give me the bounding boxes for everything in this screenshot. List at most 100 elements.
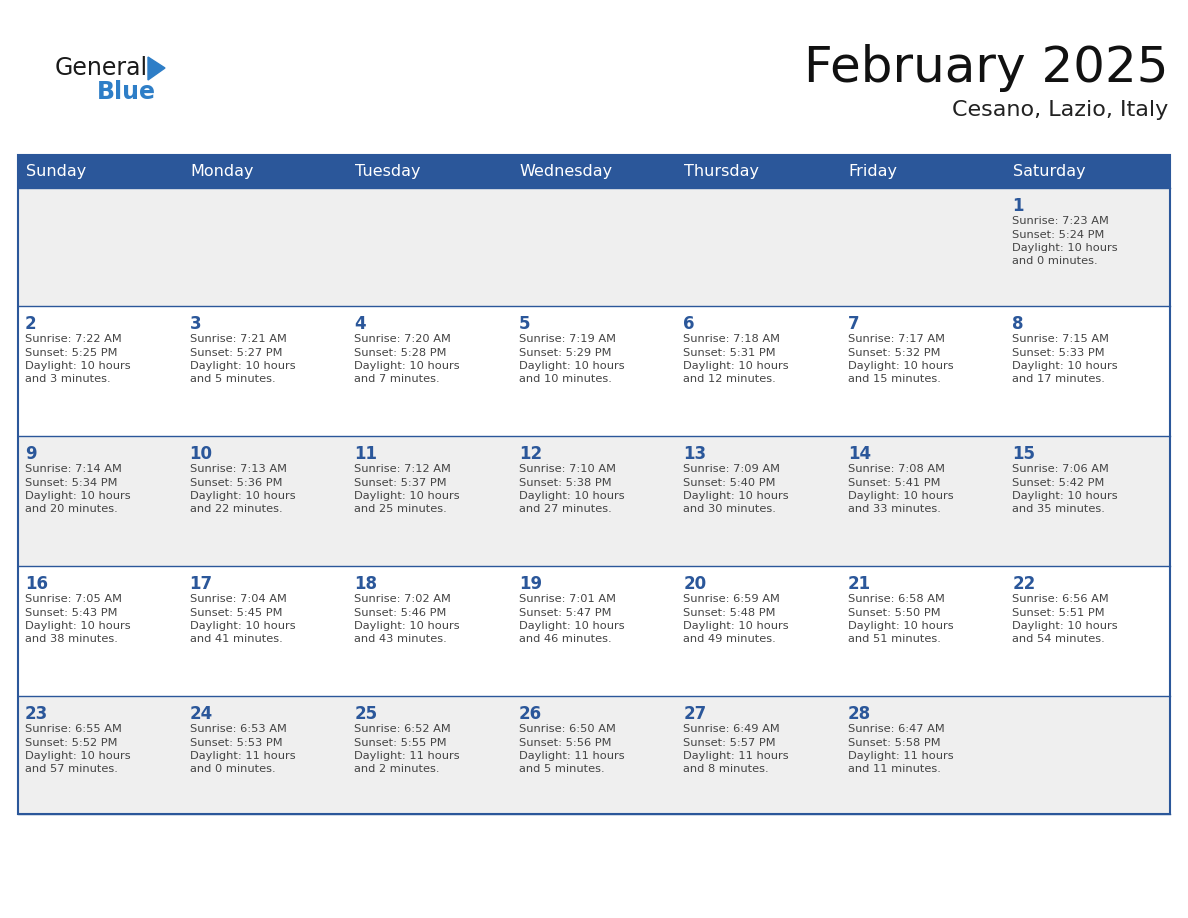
Text: Sunset: 5:56 PM: Sunset: 5:56 PM xyxy=(519,737,611,747)
Bar xyxy=(18,188,1170,306)
Text: Daylight: 10 hours: Daylight: 10 hours xyxy=(354,621,460,631)
Bar xyxy=(18,436,1170,566)
Text: Blue: Blue xyxy=(97,80,156,104)
Text: 6: 6 xyxy=(683,315,695,333)
Text: Daylight: 11 hours: Daylight: 11 hours xyxy=(354,751,460,761)
Text: Sunrise: 7:21 AM: Sunrise: 7:21 AM xyxy=(190,334,286,344)
Text: Sunset: 5:47 PM: Sunset: 5:47 PM xyxy=(519,608,611,618)
Text: and 49 minutes.: and 49 minutes. xyxy=(683,634,776,644)
Text: and 10 minutes.: and 10 minutes. xyxy=(519,375,612,385)
Bar xyxy=(18,155,1170,814)
Text: 1: 1 xyxy=(1012,197,1024,215)
Text: and 3 minutes.: and 3 minutes. xyxy=(25,375,110,385)
Text: Daylight: 10 hours: Daylight: 10 hours xyxy=(519,621,625,631)
Text: Sunrise: 7:04 AM: Sunrise: 7:04 AM xyxy=(190,594,286,604)
Text: 28: 28 xyxy=(848,705,871,723)
Text: Sunset: 5:40 PM: Sunset: 5:40 PM xyxy=(683,477,776,487)
Polygon shape xyxy=(148,57,165,80)
Text: 9: 9 xyxy=(25,445,37,463)
Text: Sunset: 5:34 PM: Sunset: 5:34 PM xyxy=(25,477,118,487)
Text: 5: 5 xyxy=(519,315,530,333)
Text: Sunrise: 7:18 AM: Sunrise: 7:18 AM xyxy=(683,334,781,344)
Text: Daylight: 10 hours: Daylight: 10 hours xyxy=(683,621,789,631)
Text: Sunrise: 7:23 AM: Sunrise: 7:23 AM xyxy=(1012,216,1110,226)
Text: Sunrise: 7:10 AM: Sunrise: 7:10 AM xyxy=(519,464,615,474)
Text: and 22 minutes.: and 22 minutes. xyxy=(190,505,283,514)
Text: 19: 19 xyxy=(519,575,542,593)
Text: Daylight: 10 hours: Daylight: 10 hours xyxy=(25,491,131,501)
Text: and 51 minutes.: and 51 minutes. xyxy=(848,634,941,644)
Text: Sunrise: 6:50 AM: Sunrise: 6:50 AM xyxy=(519,724,615,734)
Text: Sunrise: 6:58 AM: Sunrise: 6:58 AM xyxy=(848,594,944,604)
Text: and 20 minutes.: and 20 minutes. xyxy=(25,505,118,514)
Text: Sunset: 5:48 PM: Sunset: 5:48 PM xyxy=(683,608,776,618)
Text: Sunset: 5:27 PM: Sunset: 5:27 PM xyxy=(190,348,282,357)
Text: Thursday: Thursday xyxy=(684,164,759,179)
Text: 11: 11 xyxy=(354,445,377,463)
Text: Sunset: 5:28 PM: Sunset: 5:28 PM xyxy=(354,348,447,357)
Text: Daylight: 10 hours: Daylight: 10 hours xyxy=(519,361,625,371)
Text: 14: 14 xyxy=(848,445,871,463)
Text: and 43 minutes.: and 43 minutes. xyxy=(354,634,447,644)
Text: Sunrise: 6:56 AM: Sunrise: 6:56 AM xyxy=(1012,594,1110,604)
Text: Sunrise: 7:19 AM: Sunrise: 7:19 AM xyxy=(519,334,615,344)
Text: 21: 21 xyxy=(848,575,871,593)
Text: and 38 minutes.: and 38 minutes. xyxy=(25,634,118,644)
Text: Sunset: 5:45 PM: Sunset: 5:45 PM xyxy=(190,608,282,618)
Text: Friday: Friday xyxy=(849,164,898,179)
Text: 23: 23 xyxy=(25,705,49,723)
Text: and 54 minutes.: and 54 minutes. xyxy=(1012,634,1105,644)
Text: Sunset: 5:51 PM: Sunset: 5:51 PM xyxy=(1012,608,1105,618)
Text: Sunrise: 7:06 AM: Sunrise: 7:06 AM xyxy=(1012,464,1110,474)
Text: 12: 12 xyxy=(519,445,542,463)
Text: Daylight: 11 hours: Daylight: 11 hours xyxy=(848,751,954,761)
Text: and 5 minutes.: and 5 minutes. xyxy=(519,765,605,775)
Text: and 17 minutes.: and 17 minutes. xyxy=(1012,375,1105,385)
Text: Daylight: 10 hours: Daylight: 10 hours xyxy=(354,491,460,501)
Text: Sunrise: 7:14 AM: Sunrise: 7:14 AM xyxy=(25,464,122,474)
Text: Cesano, Lazio, Italy: Cesano, Lazio, Italy xyxy=(952,100,1168,120)
Text: Daylight: 10 hours: Daylight: 10 hours xyxy=(190,361,295,371)
Text: Daylight: 10 hours: Daylight: 10 hours xyxy=(1012,621,1118,631)
Text: Sunset: 5:43 PM: Sunset: 5:43 PM xyxy=(25,608,118,618)
Text: Sunset: 5:37 PM: Sunset: 5:37 PM xyxy=(354,477,447,487)
Text: General: General xyxy=(55,56,148,80)
Text: 10: 10 xyxy=(190,445,213,463)
Text: and 46 minutes.: and 46 minutes. xyxy=(519,634,612,644)
Text: Sunday: Sunday xyxy=(26,164,87,179)
Text: and 7 minutes.: and 7 minutes. xyxy=(354,375,440,385)
Text: Sunrise: 7:01 AM: Sunrise: 7:01 AM xyxy=(519,594,615,604)
Text: Sunrise: 7:08 AM: Sunrise: 7:08 AM xyxy=(848,464,944,474)
Text: 3: 3 xyxy=(190,315,201,333)
Bar xyxy=(18,696,1170,814)
Text: Sunset: 5:32 PM: Sunset: 5:32 PM xyxy=(848,348,941,357)
Text: Sunset: 5:55 PM: Sunset: 5:55 PM xyxy=(354,737,447,747)
Text: 13: 13 xyxy=(683,445,707,463)
Text: Daylight: 10 hours: Daylight: 10 hours xyxy=(1012,491,1118,501)
Text: Daylight: 10 hours: Daylight: 10 hours xyxy=(1012,243,1118,253)
Text: Sunrise: 7:12 AM: Sunrise: 7:12 AM xyxy=(354,464,451,474)
Text: Daylight: 10 hours: Daylight: 10 hours xyxy=(25,361,131,371)
Text: 8: 8 xyxy=(1012,315,1024,333)
Text: and 8 minutes.: and 8 minutes. xyxy=(683,765,769,775)
Text: and 0 minutes.: and 0 minutes. xyxy=(190,765,276,775)
Text: and 57 minutes.: and 57 minutes. xyxy=(25,765,118,775)
Text: and 5 minutes.: and 5 minutes. xyxy=(190,375,276,385)
Text: and 30 minutes.: and 30 minutes. xyxy=(683,505,776,514)
Text: Sunrise: 7:17 AM: Sunrise: 7:17 AM xyxy=(848,334,944,344)
Text: Daylight: 11 hours: Daylight: 11 hours xyxy=(683,751,789,761)
Bar xyxy=(18,566,1170,696)
Text: 7: 7 xyxy=(848,315,859,333)
Text: and 33 minutes.: and 33 minutes. xyxy=(848,505,941,514)
Text: 17: 17 xyxy=(190,575,213,593)
Text: Sunset: 5:31 PM: Sunset: 5:31 PM xyxy=(683,348,776,357)
Text: Sunset: 5:52 PM: Sunset: 5:52 PM xyxy=(25,737,118,747)
Text: Daylight: 10 hours: Daylight: 10 hours xyxy=(190,491,295,501)
Text: Sunset: 5:53 PM: Sunset: 5:53 PM xyxy=(190,737,283,747)
Text: and 35 minutes.: and 35 minutes. xyxy=(1012,505,1105,514)
Text: Sunrise: 6:47 AM: Sunrise: 6:47 AM xyxy=(848,724,944,734)
Text: Sunset: 5:25 PM: Sunset: 5:25 PM xyxy=(25,348,118,357)
Text: Daylight: 10 hours: Daylight: 10 hours xyxy=(190,621,295,631)
Text: Sunrise: 6:53 AM: Sunrise: 6:53 AM xyxy=(190,724,286,734)
Text: Daylight: 10 hours: Daylight: 10 hours xyxy=(848,621,954,631)
